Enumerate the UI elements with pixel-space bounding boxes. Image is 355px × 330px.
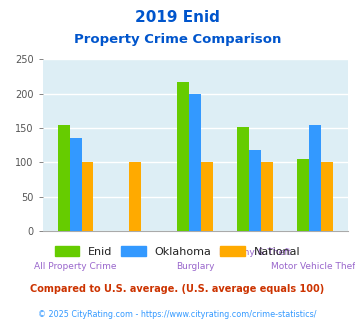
Bar: [297, 159, 309, 231]
Bar: [249, 150, 261, 231]
Text: Motor Vehicle Theft: Motor Vehicle Theft: [271, 262, 355, 271]
Text: Arson: Arson: [122, 248, 148, 257]
Text: 2019 Enid: 2019 Enid: [135, 10, 220, 25]
Text: Larceny & Theft: Larceny & Theft: [219, 248, 291, 257]
Text: Property Crime Comparison: Property Crime Comparison: [74, 33, 281, 46]
Text: Compared to U.S. average. (U.S. average equals 100): Compared to U.S. average. (U.S. average …: [31, 284, 324, 294]
Text: Burglary: Burglary: [176, 262, 214, 271]
Bar: [201, 162, 213, 231]
Bar: [261, 162, 273, 231]
Bar: [130, 162, 141, 231]
Bar: [70, 138, 82, 231]
Bar: [177, 82, 189, 231]
Bar: [237, 127, 249, 231]
Legend: Enid, Oklahoma, National: Enid, Oklahoma, National: [55, 247, 300, 257]
Text: © 2025 CityRating.com - https://www.cityrating.com/crime-statistics/: © 2025 CityRating.com - https://www.city…: [38, 311, 317, 319]
Bar: [58, 125, 70, 231]
Bar: [189, 94, 201, 231]
Bar: [82, 162, 93, 231]
Text: All Property Crime: All Property Crime: [34, 262, 117, 271]
Bar: [321, 162, 333, 231]
Bar: [309, 125, 321, 231]
